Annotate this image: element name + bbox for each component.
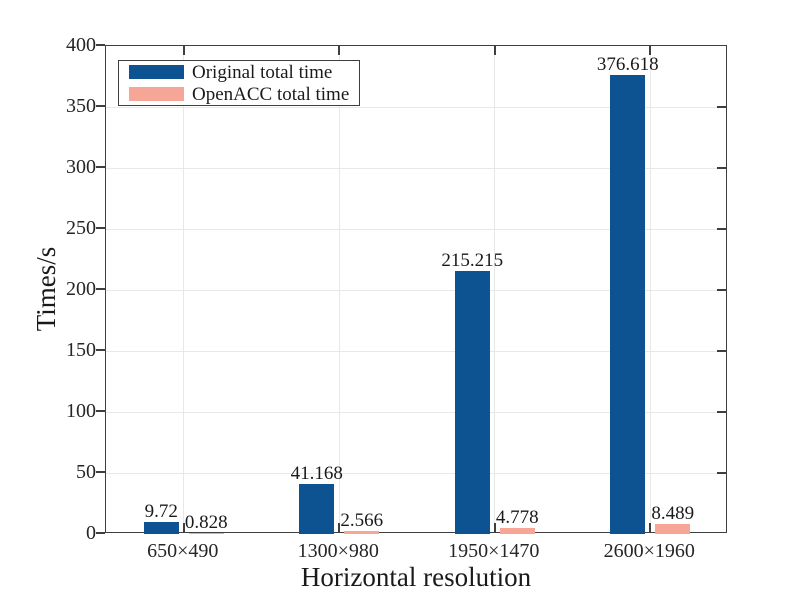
y-axis-tick-right xyxy=(717,411,726,413)
gridline-vertical xyxy=(649,46,651,532)
x-axis-tick-bottom xyxy=(338,523,341,532)
x-axis-tick-top xyxy=(182,46,185,55)
gridline-horizontal xyxy=(106,350,726,352)
bar-openacc xyxy=(344,530,380,534)
gridline-vertical xyxy=(338,46,340,532)
bar-original xyxy=(143,522,179,534)
legend-item-openacc-total-time: OpenACC total time xyxy=(129,85,349,104)
y-tick-label: 100 xyxy=(66,400,96,422)
x-axis-title: Horizontal resolution xyxy=(300,562,532,592)
gridline-vertical xyxy=(183,46,185,532)
legend-item-original-total-time: Original total time xyxy=(129,63,349,82)
y-axis-tick xyxy=(96,410,105,412)
bar-openacc xyxy=(655,523,691,534)
bar-openacc xyxy=(499,528,535,534)
legend-swatch-original-total-time xyxy=(129,65,184,79)
bar-value-label: 0.828 xyxy=(184,511,228,533)
y-axis-tick-right xyxy=(717,350,726,352)
legend-label-openacc-total-time: OpenACC total time xyxy=(192,83,350,105)
gridline-horizontal xyxy=(106,472,726,474)
gridline-horizontal xyxy=(106,167,726,169)
bar-original xyxy=(299,483,335,534)
y-axis-tick-right xyxy=(717,228,726,230)
y-axis-tick-right xyxy=(717,289,726,291)
y-axis-tick-right xyxy=(717,472,726,474)
y-axis-tick xyxy=(96,532,105,534)
x-tick-label: 1950×1470 xyxy=(448,540,540,562)
legend: Original total time OpenACC total time xyxy=(118,60,361,106)
y-axis-tick xyxy=(96,105,105,107)
gridline-horizontal xyxy=(106,289,726,291)
gridline-horizontal xyxy=(106,411,726,413)
bar-value-label: 2.566 xyxy=(340,509,384,531)
legend-swatch-openacc-total-time xyxy=(129,87,184,101)
y-axis-tick-right xyxy=(717,106,726,108)
bar-openacc xyxy=(188,532,224,534)
gridline-horizontal xyxy=(106,106,726,108)
x-tick-label: 1300×980 xyxy=(297,540,379,562)
y-axis-tick xyxy=(96,288,105,290)
x-axis-tick-bottom xyxy=(649,523,652,532)
y-tick-label: 150 xyxy=(66,339,96,361)
plot-area: 9.72 41.168 215.215 376.618 0.828 2.566 4.778 8… xyxy=(105,45,727,534)
y-tick-label: 200 xyxy=(66,278,96,300)
y-axis-tick xyxy=(96,227,105,229)
y-tick-label: 400 xyxy=(66,34,96,56)
y-axis-tick xyxy=(96,471,105,473)
y-tick-label: 350 xyxy=(66,95,96,117)
y-tick-label: 250 xyxy=(66,217,96,239)
bar-value-label: 8.489 xyxy=(651,502,695,524)
y-tick-label: 300 xyxy=(66,156,96,178)
x-tick-label: 2600×1960 xyxy=(603,540,695,562)
y-axis-tick-right xyxy=(717,167,726,169)
x-axis-tick-bottom xyxy=(493,523,496,532)
bar-value-label: 41.168 xyxy=(290,462,343,484)
bar-original xyxy=(610,74,646,534)
y-axis-tick xyxy=(96,349,105,351)
bar-value-label: 215.215 xyxy=(441,250,504,272)
x-axis-tick-top xyxy=(493,46,496,55)
bar-value-label: 4.778 xyxy=(495,507,539,529)
bar-value-label: 376.618 xyxy=(596,53,659,75)
y-tick-label: 0 xyxy=(86,522,96,544)
gridline-horizontal xyxy=(106,228,726,230)
bar-value-label: 9.72 xyxy=(144,501,178,523)
y-axis-tick xyxy=(96,44,105,46)
gridline-vertical xyxy=(494,46,496,532)
x-axis-tick-top xyxy=(338,46,341,55)
bar-original xyxy=(454,271,490,534)
y-axis-tick xyxy=(96,166,105,168)
x-axis-tick-top xyxy=(649,46,652,55)
x-axis-tick-bottom xyxy=(182,523,185,532)
x-tick-label: 650×490 xyxy=(147,540,219,562)
y-tick-label: 50 xyxy=(76,461,96,483)
legend-label-original-total-time: Original total time xyxy=(192,61,333,83)
